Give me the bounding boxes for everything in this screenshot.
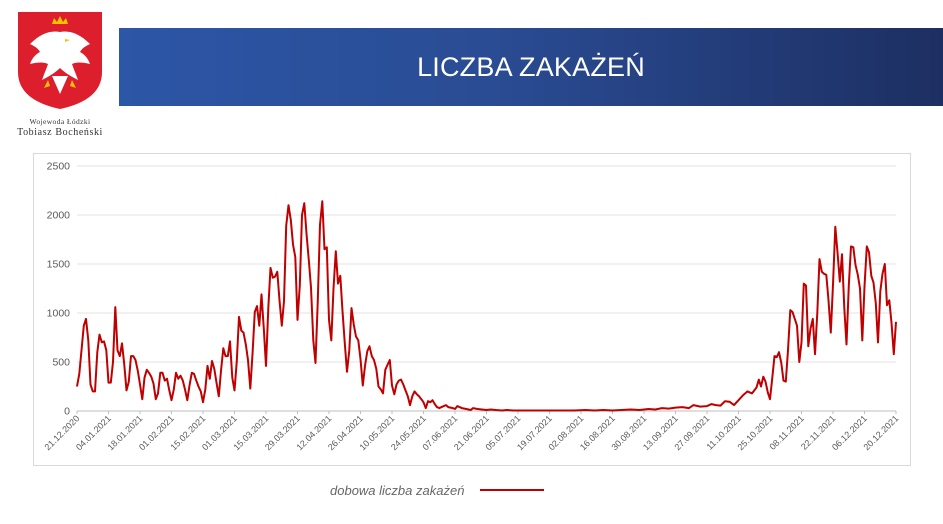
y-tick-label: 0 xyxy=(64,406,70,418)
y-tick-label: 2500 xyxy=(47,161,71,173)
title-banner: LICZBA ZAKAŻEŃ xyxy=(119,28,943,106)
y-tick-label: 1500 xyxy=(47,259,71,271)
caption-line-1: Wojewoda Łódzki xyxy=(29,117,91,126)
y-tick-label: 2000 xyxy=(47,210,71,222)
legend-line-swatch xyxy=(480,489,545,491)
page-title: LICZBA ZAKAŻEŃ xyxy=(417,51,645,82)
coat-of-arms-icon xyxy=(14,10,106,110)
series-line xyxy=(76,200,897,412)
chart-svg: 0500100015002000250021.12.202004.01.2021… xyxy=(42,161,900,453)
legend-label: dobowa liczba zakażeń xyxy=(330,482,465,498)
line-chart: 0 500 1000 1500 2000 2500 21.12.2020 04.01.2021… xyxy=(33,153,911,466)
emblem-caption: Wojewoda Łódzki Tobiasz Bocheński xyxy=(0,117,120,139)
y-tick-label: 1000 xyxy=(47,308,71,320)
y-tick-label: 500 xyxy=(52,357,70,369)
caption-line-2: Tobiasz Bocheński xyxy=(17,127,103,138)
chart-legend: dobowa liczba zakażeń xyxy=(330,480,545,500)
